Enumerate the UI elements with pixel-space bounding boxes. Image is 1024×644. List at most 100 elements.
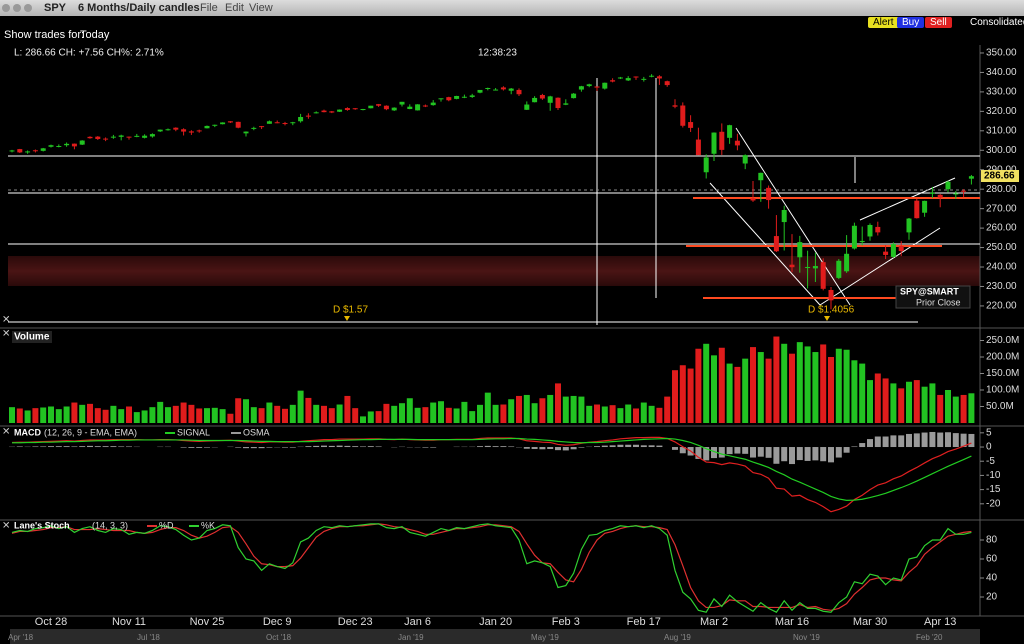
osma-bar bbox=[757, 447, 764, 457]
x-tick-label: Jan 20 bbox=[479, 616, 512, 628]
volume-bar bbox=[235, 398, 242, 423]
volume-bar bbox=[110, 405, 117, 423]
candle-body bbox=[227, 121, 233, 123]
osma-bar bbox=[258, 447, 265, 449]
volume-bar bbox=[71, 402, 78, 423]
volume-bar bbox=[703, 343, 710, 423]
volume-bar bbox=[874, 373, 881, 423]
svg-text:✕: ✕ bbox=[2, 427, 10, 438]
candle-body bbox=[461, 96, 467, 98]
osma-bar bbox=[789, 447, 795, 465]
candle-body bbox=[781, 210, 787, 223]
volume-bar bbox=[757, 352, 764, 423]
candle-body bbox=[305, 115, 311, 117]
volume-bar bbox=[859, 363, 866, 423]
menu-item[interactable]: File bbox=[200, 2, 218, 14]
navigator-label: Jul '18 bbox=[137, 633, 160, 642]
candle-body bbox=[500, 87, 506, 90]
y-tick-label: 250.00 bbox=[986, 242, 1017, 253]
osma-bar bbox=[859, 443, 866, 448]
period[interactable]: 6 Months/Daily candles bbox=[78, 2, 200, 14]
menu-item[interactable]: Edit bbox=[225, 2, 244, 14]
candle-body bbox=[594, 86, 600, 88]
candle-body bbox=[883, 251, 889, 255]
sell-button[interactable]: Sell bbox=[925, 17, 952, 28]
candle-body bbox=[212, 124, 218, 126]
osma-bar bbox=[921, 432, 928, 448]
volume-bar bbox=[523, 394, 530, 423]
svg-text:✕: ✕ bbox=[2, 315, 10, 326]
volume-bar bbox=[664, 396, 671, 423]
candle-body bbox=[688, 122, 694, 128]
x-tick-label: Dec 23 bbox=[338, 616, 373, 628]
y-tick-label: 310.00 bbox=[986, 125, 1017, 136]
osma-bar bbox=[765, 447, 772, 458]
volume-bar bbox=[796, 342, 803, 423]
volume-bar bbox=[133, 412, 140, 423]
y-tick-label: -5 bbox=[986, 456, 995, 467]
volume-bar bbox=[843, 349, 850, 423]
candle-body bbox=[586, 84, 592, 87]
x-tick-label: Oct 28 bbox=[35, 616, 67, 628]
candle-body bbox=[321, 110, 327, 113]
volume-bar bbox=[274, 405, 281, 423]
symbol[interactable]: SPY bbox=[44, 2, 67, 14]
candle-body bbox=[220, 122, 226, 125]
candle-body bbox=[430, 102, 436, 106]
osma-bar bbox=[617, 444, 624, 448]
consolidated[interactable]: Consolidated bbox=[970, 17, 1024, 28]
alert-button[interactable]: Alert bbox=[868, 17, 899, 28]
osma-bar bbox=[235, 447, 242, 448]
volume-bar bbox=[344, 395, 351, 423]
volume-bar bbox=[851, 360, 858, 423]
volume-bar bbox=[430, 402, 437, 423]
osma-bar bbox=[711, 447, 717, 459]
volume-bar bbox=[539, 398, 546, 423]
volume-bar bbox=[929, 383, 936, 423]
volume-bar bbox=[570, 395, 577, 423]
buy-button[interactable]: Buy bbox=[897, 17, 925, 28]
osma-bar bbox=[781, 447, 788, 462]
y-tick-label: -10 bbox=[986, 470, 1001, 481]
volume-bar bbox=[87, 403, 93, 423]
volume-bar bbox=[648, 405, 655, 423]
y-tick-label: 270.00 bbox=[986, 203, 1017, 214]
volume-bar bbox=[219, 409, 226, 423]
candle-body bbox=[922, 200, 928, 213]
candle-body bbox=[703, 157, 709, 173]
candle-body bbox=[126, 136, 132, 138]
volume-bar bbox=[734, 366, 741, 423]
candle-body bbox=[40, 148, 46, 151]
candle-body bbox=[95, 136, 101, 139]
close-icons[interactable]: ✕ ✕ ✕ ✕ bbox=[2, 315, 10, 532]
osma-bar bbox=[126, 446, 132, 448]
osma-bar bbox=[578, 447, 585, 448]
menu-item[interactable]: View bbox=[249, 2, 273, 14]
volume-bar bbox=[32, 408, 39, 423]
candle-body bbox=[851, 225, 857, 249]
candle-body bbox=[407, 106, 413, 110]
volume-bar bbox=[165, 407, 171, 423]
volume-bar bbox=[126, 406, 132, 423]
candle-body bbox=[188, 131, 194, 133]
navigator[interactable] bbox=[10, 629, 980, 644]
y-tick-label: 0 bbox=[986, 442, 992, 453]
volume-bar bbox=[211, 407, 218, 423]
volume-bar bbox=[516, 395, 522, 423]
show-trades-value[interactable]: Today bbox=[80, 29, 110, 41]
osma-bar bbox=[656, 445, 663, 448]
candle-body bbox=[352, 108, 358, 110]
volume-bar bbox=[804, 346, 811, 423]
y-tick-label: 40 bbox=[986, 573, 998, 584]
volume-bar bbox=[890, 383, 897, 423]
osma-bar bbox=[289, 447, 296, 448]
candle-body bbox=[360, 109, 366, 111]
volume-bar bbox=[336, 404, 343, 423]
volume-bar bbox=[48, 406, 54, 423]
y-tick-label: 60 bbox=[986, 554, 998, 565]
x-tick-label: Jan 6 bbox=[404, 616, 431, 628]
osma-bar bbox=[477, 446, 483, 448]
y-tick-label: -20 bbox=[986, 498, 1001, 509]
osma-bar bbox=[32, 446, 39, 448]
volume-bar bbox=[313, 404, 320, 423]
